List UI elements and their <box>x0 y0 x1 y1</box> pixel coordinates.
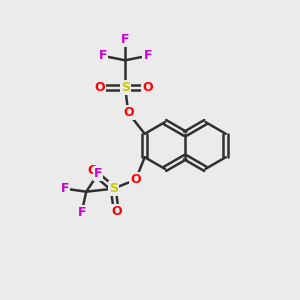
Text: S: S <box>109 182 118 195</box>
Text: S: S <box>121 81 130 94</box>
Text: O: O <box>94 81 105 94</box>
Text: O: O <box>87 164 98 177</box>
Text: F: F <box>121 33 130 46</box>
Text: F: F <box>77 206 86 219</box>
Text: F: F <box>61 182 70 195</box>
Text: O: O <box>142 81 153 94</box>
Text: F: F <box>98 49 107 62</box>
Text: F: F <box>94 167 103 180</box>
Text: O: O <box>130 173 141 186</box>
Text: O: O <box>123 106 134 119</box>
Text: O: O <box>111 205 122 218</box>
Text: F: F <box>143 49 152 62</box>
